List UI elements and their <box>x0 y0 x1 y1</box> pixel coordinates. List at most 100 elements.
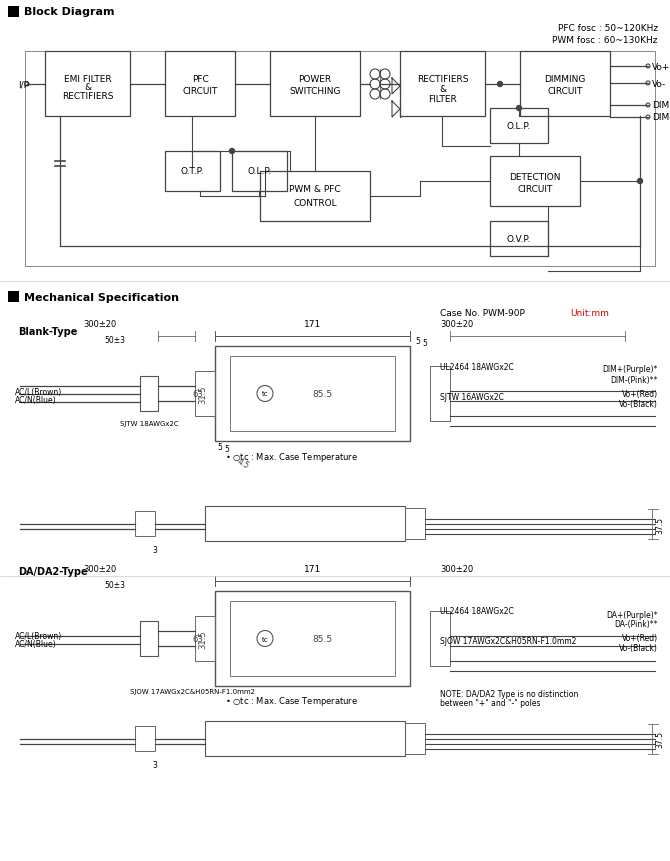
Bar <box>8 7 19 18</box>
Text: DIM-(Pink)**: DIM-(Pink)** <box>610 375 658 384</box>
Text: DIMMING: DIMMING <box>544 75 586 84</box>
Text: O.L.P.: O.L.P. <box>247 167 271 177</box>
Text: UL2464 18AWGx2C: UL2464 18AWGx2C <box>440 362 514 371</box>
Text: PWM fosc : 60~130KHz: PWM fosc : 60~130KHz <box>553 35 658 45</box>
Text: 5: 5 <box>422 339 427 348</box>
Text: UL2464 18AWGx2C: UL2464 18AWGx2C <box>440 607 514 616</box>
Bar <box>230 601 395 676</box>
Text: 31.5: 31.5 <box>198 385 207 403</box>
Text: AC/N(Blue): AC/N(Blue) <box>15 640 57 648</box>
Text: 31.5: 31.5 <box>198 629 207 648</box>
Text: 63: 63 <box>192 635 203 643</box>
Text: 5: 5 <box>218 442 222 451</box>
Text: DIM-: DIM- <box>652 114 670 122</box>
Circle shape <box>230 149 234 154</box>
Text: 5: 5 <box>224 445 229 454</box>
Text: 300±20: 300±20 <box>440 319 473 329</box>
Text: CIRCUIT: CIRCUIT <box>547 87 583 96</box>
Text: PFC fosc : 50~120KHz: PFC fosc : 50~120KHz <box>558 23 658 33</box>
Bar <box>205 722 405 756</box>
Text: 171: 171 <box>304 319 321 329</box>
Bar <box>140 622 158 656</box>
Text: CONTROL: CONTROL <box>293 199 337 208</box>
Bar <box>195 616 215 661</box>
Bar <box>490 222 548 257</box>
Text: SJOW 17AWGx2C&H05RN-F1.0mm2: SJOW 17AWGx2C&H05RN-F1.0mm2 <box>130 688 255 694</box>
Text: 4.5: 4.5 <box>235 456 251 470</box>
Text: Unit:mm: Unit:mm <box>570 309 609 318</box>
Text: 300±20: 300±20 <box>440 564 473 573</box>
Text: RECTIFIERS: RECTIFIERS <box>62 92 113 101</box>
Text: AC/N(Blue): AC/N(Blue) <box>15 395 57 404</box>
Text: PWM & PFC: PWM & PFC <box>289 185 341 195</box>
Text: Vo+: Vo+ <box>652 63 670 71</box>
Text: DIM+(Purple)*: DIM+(Purple)* <box>602 365 658 374</box>
Text: CIRCUIT: CIRCUIT <box>182 87 218 96</box>
Text: Vo+(Red): Vo+(Red) <box>622 634 658 643</box>
Text: 3: 3 <box>153 545 157 554</box>
Bar <box>195 372 215 417</box>
Bar <box>232 152 287 192</box>
Text: SJTW 18AWGx2C: SJTW 18AWGx2C <box>120 420 178 426</box>
Circle shape <box>498 83 502 88</box>
Text: 37.5: 37.5 <box>655 516 664 533</box>
Bar <box>490 108 548 144</box>
Text: Vo-(Black): Vo-(Black) <box>619 644 658 653</box>
Text: Vo-: Vo- <box>652 79 666 89</box>
Bar <box>430 367 450 422</box>
Text: 300±20: 300±20 <box>83 564 117 573</box>
Text: NOTE: DA/DA2 Type is no distinction: NOTE: DA/DA2 Type is no distinction <box>440 690 578 698</box>
Text: FILTER: FILTER <box>428 95 457 104</box>
Circle shape <box>637 179 643 184</box>
Bar <box>405 508 425 539</box>
Text: DETECTION: DETECTION <box>509 172 561 182</box>
Text: SJTW 16AWGx2C: SJTW 16AWGx2C <box>440 392 504 401</box>
Text: Block Diagram: Block Diagram <box>24 7 115 17</box>
Text: 85.5: 85.5 <box>312 389 332 399</box>
Bar <box>260 172 370 222</box>
Text: EMI FILTER: EMI FILTER <box>64 75 111 84</box>
Bar <box>165 52 235 117</box>
Text: 63: 63 <box>192 389 203 399</box>
Text: between "+" and "-" poles: between "+" and "-" poles <box>440 698 541 708</box>
Text: AC/L(Brown): AC/L(Brown) <box>15 632 62 641</box>
Bar <box>205 506 405 542</box>
Text: I/P: I/P <box>18 80 29 90</box>
Text: 50±3: 50±3 <box>105 580 125 589</box>
Text: DA+(Purple)*: DA+(Purple)* <box>606 610 658 619</box>
Text: 300±20: 300±20 <box>83 319 117 329</box>
Bar <box>230 356 395 431</box>
Text: • $\bigcirc$tc : Max. Case Temperature: • $\bigcirc$tc : Max. Case Temperature <box>225 695 358 708</box>
Text: 37.5: 37.5 <box>655 731 664 747</box>
Text: DIM+: DIM+ <box>652 102 670 110</box>
Bar <box>8 292 19 303</box>
Text: Blank-Type: Blank-Type <box>18 326 77 337</box>
Text: O.L.P.: O.L.P. <box>507 122 531 131</box>
Text: CIRCUIT: CIRCUIT <box>517 184 553 193</box>
Bar <box>520 52 610 117</box>
Bar <box>140 376 158 412</box>
Text: RECTIFIERS: RECTIFIERS <box>417 75 468 84</box>
Bar <box>215 592 410 686</box>
Bar <box>430 611 450 666</box>
Text: tc: tc <box>262 635 268 641</box>
Text: SWITCHING: SWITCHING <box>289 87 341 96</box>
Text: DA-(Pink)**: DA-(Pink)** <box>614 620 658 629</box>
Bar <box>215 347 410 442</box>
Text: PFC: PFC <box>192 75 208 84</box>
Bar <box>400 52 485 117</box>
Text: DA/DA2-Type: DA/DA2-Type <box>18 567 88 576</box>
Text: Vo-(Black): Vo-(Black) <box>619 399 658 408</box>
Text: 3: 3 <box>153 760 157 769</box>
Bar <box>165 152 220 192</box>
Bar <box>45 52 130 117</box>
Text: Vo+(Red): Vo+(Red) <box>622 389 658 398</box>
Bar <box>135 726 155 751</box>
Text: O.T.P.: O.T.P. <box>181 167 204 177</box>
Text: Case No. PWM-90P: Case No. PWM-90P <box>440 309 525 318</box>
Text: &: & <box>84 83 91 92</box>
Text: Mechanical Specification: Mechanical Specification <box>24 293 179 303</box>
Text: 5: 5 <box>415 336 420 345</box>
Text: POWER: POWER <box>298 75 332 84</box>
Circle shape <box>517 107 521 111</box>
